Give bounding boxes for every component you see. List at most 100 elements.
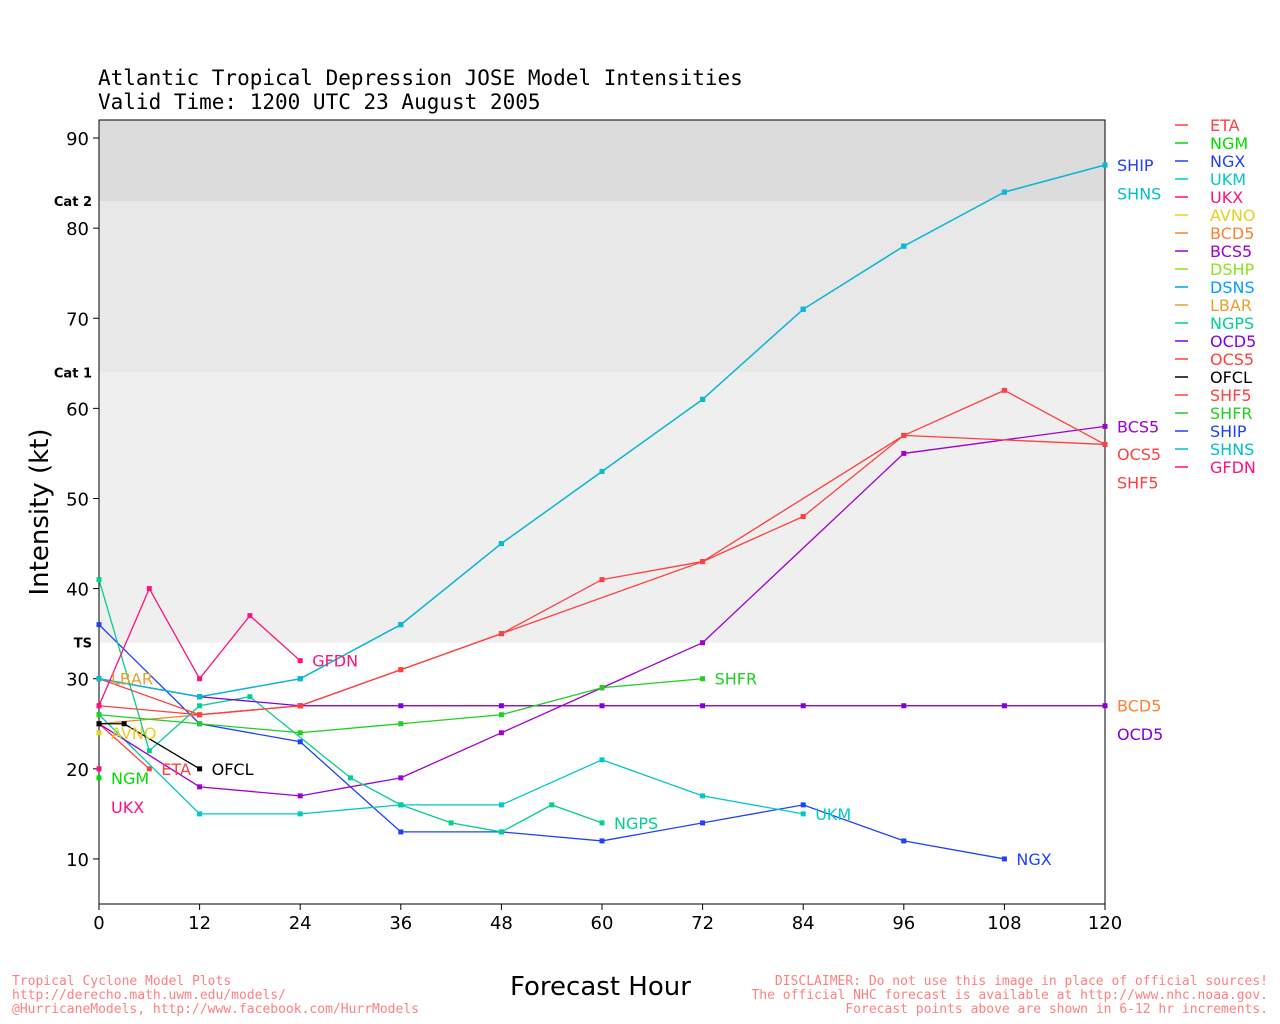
- end-label: OCS5: [1117, 445, 1161, 464]
- legend-entry: SHFR: [1210, 404, 1253, 423]
- end-label: UKX: [111, 798, 144, 817]
- series-line-eta: [98, 723, 150, 770]
- band-label: Cat 2: [54, 195, 92, 210]
- legend-entry: AVNO: [1210, 206, 1255, 225]
- footer-line: Forecast points above are shown in 6-12 …: [845, 1002, 1268, 1017]
- data-point-ngps: [398, 802, 404, 808]
- y-tick-label: 80: [66, 219, 89, 240]
- data-point-shfr: [197, 721, 203, 727]
- intensity-band: [99, 201, 1105, 373]
- x-tick-label: 60: [591, 913, 614, 934]
- data-point-ukm: [800, 811, 806, 817]
- x-tick-label: 72: [691, 913, 714, 934]
- x-tick-label: 0: [93, 913, 104, 934]
- data-point-shf5: [398, 667, 404, 673]
- data-point-ngx: [1001, 856, 1007, 862]
- data-point-shns: [297, 676, 303, 682]
- data-point-eta: [146, 766, 152, 772]
- data-point-shfr: [599, 685, 605, 691]
- data-point-ofcl: [96, 721, 102, 727]
- end-label: NGX: [1016, 850, 1051, 869]
- data-point-ngx: [901, 838, 907, 844]
- data-point-bcs5: [197, 784, 203, 790]
- data-point-ocd5: [700, 703, 706, 709]
- footer-link[interactable]: @HurricaneModels, http://www.facebook.co…: [12, 1002, 419, 1017]
- legend-entry: NGX: [1210, 152, 1245, 171]
- legend-entry: OFCL: [1210, 368, 1252, 387]
- data-point-shfr: [700, 676, 706, 682]
- data-point-ngps: [197, 703, 203, 709]
- legend-entry: LBAR: [1210, 296, 1252, 315]
- data-point-ofcl: [197, 766, 203, 772]
- data-point-ngps: [96, 577, 102, 583]
- y-tick-label: 30: [66, 670, 89, 691]
- data-point-bcs5: [700, 640, 706, 646]
- end-label: NGM: [111, 769, 149, 788]
- data-point-shfr: [498, 712, 504, 718]
- data-point-shf5: [800, 514, 806, 520]
- end-label: NGPS: [614, 814, 658, 833]
- data-point-bcs5: [398, 775, 404, 781]
- data-point-ngx: [700, 820, 706, 826]
- legend-entry: NGM: [1210, 134, 1248, 153]
- end-label: LBAR: [111, 670, 153, 689]
- legend-entry: DSHP: [1210, 260, 1255, 279]
- x-tick-label: 48: [490, 913, 513, 934]
- data-point-shf5: [599, 577, 605, 583]
- data-point-bcs5: [1102, 423, 1108, 429]
- data-point-shf5: [700, 559, 706, 565]
- footer-link[interactable]: http://derecho.math.uwm.edu/models/: [12, 988, 286, 1003]
- legend-entry: SHIP: [1210, 422, 1247, 441]
- y-tick-label: 40: [66, 580, 89, 601]
- legend-entry: DSNS: [1210, 278, 1255, 297]
- data-point-shfr: [96, 712, 102, 718]
- data-point-ngps: [599, 820, 605, 826]
- data-point-ukm: [700, 793, 706, 799]
- legend-entry: GFDN: [1210, 458, 1256, 477]
- data-point-ngps: [549, 802, 555, 808]
- series-line-ngx: [98, 624, 1005, 860]
- data-point-ofcl: [121, 721, 127, 727]
- data-point-ocd5: [398, 703, 404, 709]
- band-label: Cat 1: [54, 366, 92, 381]
- legend-entry: OCD5: [1210, 332, 1256, 351]
- data-point-avno: [96, 730, 102, 736]
- data-point-shf5: [1001, 387, 1007, 393]
- intensity-band: [99, 120, 1105, 202]
- data-point-ukm: [498, 802, 504, 808]
- x-tick-label: 12: [188, 913, 211, 934]
- footer-credits: Tropical Cyclone Model Plots http://dere…: [12, 975, 419, 1017]
- data-point-ocd5: [800, 703, 806, 709]
- legend-entry: UKX: [1210, 188, 1243, 207]
- end-label: ETA: [161, 760, 191, 779]
- end-label: BCD5: [1117, 697, 1161, 716]
- x-tick-label: 96: [892, 913, 915, 934]
- legend-entry: NGPS: [1210, 314, 1254, 333]
- data-point-ngps: [448, 820, 454, 826]
- data-point-shf5: [1102, 441, 1108, 447]
- data-point-gfdn: [197, 676, 203, 682]
- data-point-ngx: [599, 838, 605, 844]
- data-point-shns: [498, 541, 504, 547]
- chart-title: Atlantic Tropical Depression JOSE Model …: [98, 66, 743, 114]
- data-point-bcs5: [498, 730, 504, 736]
- end-label: UKM: [815, 805, 851, 824]
- footer-line: The official NHC forecast is available a…: [751, 988, 1268, 1003]
- legend-entry: SHF5: [1210, 386, 1252, 405]
- data-point-shns: [398, 622, 404, 628]
- end-label: BCS5: [1117, 417, 1159, 436]
- data-point-bcs5: [297, 793, 303, 799]
- y-axis-label: Intensity (kt): [25, 429, 55, 596]
- data-point-shns: [197, 694, 203, 700]
- data-point-ngps: [146, 748, 152, 754]
- data-point-shf5: [197, 712, 203, 718]
- footer-disclaimer: DISCLAIMER: Do not use this image in pla…: [751, 975, 1268, 1017]
- x-axis-label: Forecast Hour: [510, 972, 691, 1002]
- end-label: OFCL: [212, 760, 254, 779]
- x-tick-label: 24: [289, 913, 312, 934]
- series-line-ocd5: [98, 678, 1105, 707]
- x-tick-label: 36: [389, 913, 412, 934]
- x-tick-label: 108: [987, 913, 1021, 934]
- data-point-ocd5: [599, 703, 605, 709]
